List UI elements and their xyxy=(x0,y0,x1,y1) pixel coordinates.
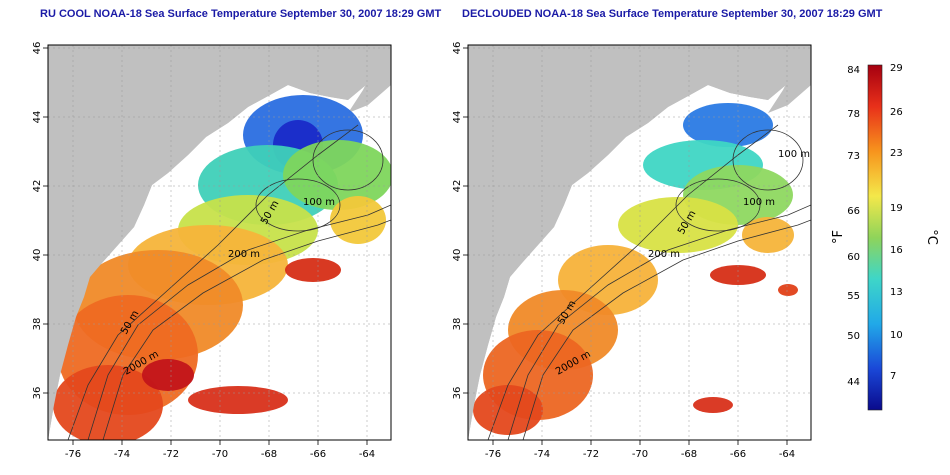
x-tick-label: -76 xyxy=(485,449,501,460)
colorbar-c-tick: 10 xyxy=(890,330,903,341)
depth-contour xyxy=(507,204,811,440)
colorbar-f-tick: 73 xyxy=(847,151,860,162)
y-tick-label: 38 xyxy=(32,318,43,331)
y-tick-label: 44 xyxy=(32,111,43,124)
colorbar-c-tick: 29 xyxy=(890,63,903,74)
colorbar-c-tick: 19 xyxy=(890,203,903,214)
colorbar-f-tick: 66 xyxy=(847,206,860,217)
x-tick-label: -72 xyxy=(583,449,599,460)
x-tick-label: -66 xyxy=(730,449,746,460)
map-frame xyxy=(47,44,392,441)
x-tick-label: -64 xyxy=(359,449,375,460)
depth-contour xyxy=(487,124,779,440)
depth-contour xyxy=(87,204,391,440)
x-tick-label: -66 xyxy=(310,449,326,460)
temperature-colorbar: 84 78 73 66 60 55 50 44 29 26 23 19 16 1… xyxy=(831,63,939,411)
x-tick-label: -64 xyxy=(779,449,795,460)
y-tick-label: 36 xyxy=(32,387,43,400)
colorbar-f-tick: 84 xyxy=(847,65,860,76)
y-tick-label: 42 xyxy=(452,180,463,193)
colorbar-c-tick: 26 xyxy=(890,107,903,118)
depth-contour xyxy=(312,129,384,191)
colorbar-c-tick: 16 xyxy=(890,245,903,256)
x-tick-label: -74 xyxy=(114,449,130,460)
y-tick-label: 40 xyxy=(452,249,463,262)
y-tick-label: 38 xyxy=(452,318,463,331)
colorbar-f-label: °F xyxy=(831,230,846,244)
contour-label: 200 m xyxy=(648,249,680,260)
y-tick-label: 36 xyxy=(452,387,463,400)
colorbar-f-tick: 44 xyxy=(847,377,860,388)
colorbar-f-tick: 50 xyxy=(847,331,860,342)
depth-contour xyxy=(522,219,811,440)
x-tick-label: -72 xyxy=(163,449,179,460)
colorbar-gradient xyxy=(867,64,883,411)
colorbar-c-label: °C xyxy=(924,229,939,245)
depth-contour xyxy=(675,178,761,232)
colorbar-f-tick: 55 xyxy=(847,291,860,302)
x-tick-label: -70 xyxy=(212,449,228,460)
y-tick-label: 42 xyxy=(32,180,43,193)
x-tick-label: -76 xyxy=(65,449,81,460)
y-tick-label: 44 xyxy=(452,111,463,124)
colorbar-c-tick: 7 xyxy=(890,371,896,382)
x-tick-label: -68 xyxy=(681,449,697,460)
colorbar-f-tick: 78 xyxy=(847,109,860,120)
depth-contour xyxy=(67,124,359,440)
map-frame xyxy=(467,44,812,441)
x-tick-label: -68 xyxy=(261,449,277,460)
colorbar-c-tick: 23 xyxy=(890,148,903,159)
y-tick-label: 40 xyxy=(32,249,43,262)
y-tick-label: 46 xyxy=(32,42,43,55)
depth-contour xyxy=(102,219,391,440)
depth-contour xyxy=(255,178,341,232)
depth-contour xyxy=(732,129,804,191)
contour-label: 100 m xyxy=(778,149,810,160)
x-tick-label: -74 xyxy=(534,449,550,460)
contour-label: 100 m xyxy=(743,197,775,208)
colorbar-c-tick: 13 xyxy=(890,287,903,298)
contour-label: 100 m xyxy=(303,197,335,208)
contour-label: 200 m xyxy=(228,249,260,260)
colorbar-c-ticks: 29 26 23 19 16 13 10 7 xyxy=(890,63,903,382)
y-tick-label: 46 xyxy=(452,42,463,55)
colorbar-f-ticks: 84 78 73 66 60 55 50 44 xyxy=(847,65,860,388)
x-tick-label: -70 xyxy=(632,449,648,460)
left-panel-title: RU COOL NOAA-18 Sea Surface Temperature … xyxy=(40,8,442,20)
colorbar-f-tick: 60 xyxy=(847,252,860,263)
right-panel-title: DECLOUDED NOAA-18 Sea Surface Temperatur… xyxy=(462,8,883,20)
